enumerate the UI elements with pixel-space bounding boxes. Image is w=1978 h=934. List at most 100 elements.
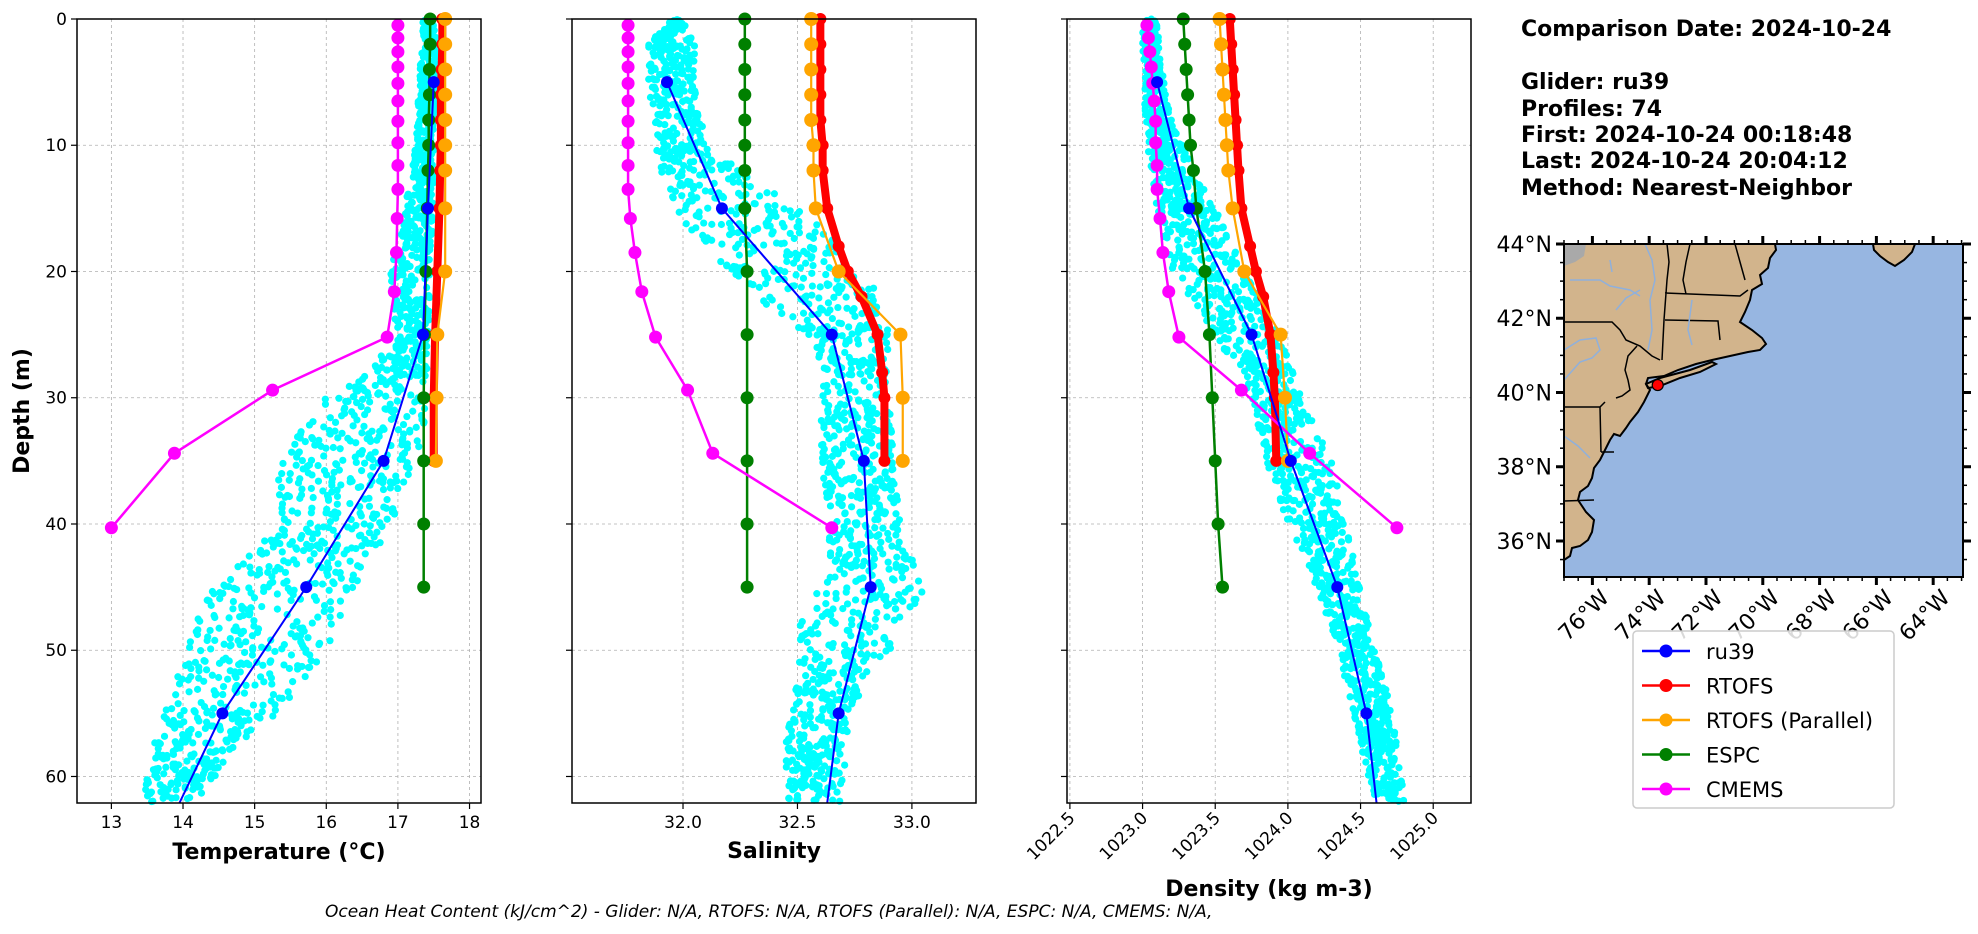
legend-marker: [1659, 679, 1673, 692]
glider-scatter-point: [763, 189, 771, 197]
glider-scatter-point: [412, 423, 420, 431]
glider-scatter-point: [1252, 381, 1260, 389]
glider-scatter-point: [760, 297, 768, 305]
glider-scatter-point: [201, 657, 209, 665]
glider-scatter-point: [785, 747, 793, 755]
glider-scatter-point: [180, 775, 188, 783]
glider-scatter-point: [659, 38, 667, 46]
glider-scatter-point: [1387, 743, 1395, 751]
glider-scatter-point: [285, 664, 293, 673]
glider-scatter-point: [883, 613, 891, 621]
glider-scatter-point: [406, 428, 414, 436]
glider-scatter-point: [1171, 174, 1179, 182]
glider-scatter-point: [869, 356, 877, 364]
series-marker-rtofs-parallel: [1273, 327, 1288, 342]
series-marker-rtofs: [832, 240, 845, 253]
glider-scatter-point: [806, 707, 815, 715]
glider-scatter-point: [854, 550, 862, 558]
series-marker-cmems: [621, 60, 635, 74]
glider-scatter-point: [176, 711, 184, 719]
series-marker-ru39: [825, 328, 838, 341]
glider-scatter-point: [900, 554, 908, 562]
series-marker-rtofs-parallel: [895, 390, 910, 405]
glider-scatter-point: [685, 180, 693, 189]
glider-scatter-point: [224, 675, 232, 683]
glider-scatter-point: [198, 775, 206, 783]
glider-scatter-point: [1216, 251, 1224, 259]
map-lat-tick-label: 40°N: [1497, 381, 1552, 406]
glider-scatter-point: [394, 484, 402, 493]
glider-scatter-point: [360, 520, 368, 528]
glider-scatter-point: [396, 333, 404, 341]
glider-scatter-point: [822, 589, 831, 598]
glider-scatter-point: [1262, 438, 1270, 446]
glider-scatter-point: [365, 502, 374, 510]
glider-scatter-point: [1263, 424, 1271, 432]
glider-scatter-point: [346, 437, 354, 445]
glider-scatter-point: [1282, 351, 1290, 359]
glider-scatter-point: [762, 280, 770, 288]
x-tick-label: 18: [459, 813, 481, 833]
glider-scatter-point: [817, 416, 825, 425]
glider-scatter-point: [655, 70, 664, 79]
glider-scatter-point: [320, 539, 329, 547]
glider-scatter-point: [645, 75, 653, 83]
glider-scatter-point: [393, 397, 401, 405]
glider-scatter-point: [393, 317, 402, 325]
glider-scatter-point: [1386, 773, 1395, 781]
axes-frame: [571, 18, 977, 804]
glider-scatter-point: [806, 713, 814, 721]
glider-scatter-point: [212, 756, 220, 764]
glider-scatter-point: [822, 453, 830, 461]
glider-scatter-point: [782, 757, 790, 765]
series-marker-espc: [423, 37, 437, 51]
glider-scatter-point: [874, 515, 882, 524]
glider-scatter-point: [269, 712, 277, 720]
glider-scatter-point: [342, 584, 350, 592]
legend-marker: [1659, 644, 1673, 658]
glider-scatter-point: [1299, 524, 1308, 533]
glider-scatter-point: [689, 67, 697, 75]
glider-scatter-point: [776, 303, 785, 311]
y-tick-label: 30: [45, 389, 67, 409]
glider-scatter-point: [813, 619, 821, 627]
glider-scatter-point: [884, 558, 892, 566]
glider-scatter-point: [890, 616, 898, 624]
glider-scatter-point: [908, 556, 916, 564]
glider-scatter-point: [310, 550, 318, 558]
glider-scatter-point: [833, 556, 841, 564]
glider-scatter-point: [1236, 361, 1245, 369]
glider-scatter-point: [693, 194, 701, 202]
glider-scatter-point: [807, 688, 815, 696]
glider-scatter-point: [333, 492, 342, 501]
glider-scatter-point: [331, 418, 340, 427]
glider-scatter-point: [881, 468, 889, 476]
glider-scatter-point: [258, 643, 266, 651]
glider-scatter-point: [1158, 202, 1166, 211]
series-marker-rtofs-parallel: [1215, 62, 1230, 77]
glider-scatter-point: [783, 248, 791, 256]
glider-scatter-point: [356, 502, 364, 511]
glider-scatter-point: [302, 540, 311, 548]
glider-scatter-point: [841, 761, 849, 769]
glider-scatter-point: [1322, 571, 1330, 579]
glider-scatter-point: [1305, 493, 1313, 501]
glider-scatter-point: [843, 584, 851, 592]
glider-scatter-point: [304, 634, 312, 642]
glider-scatter-point: [1146, 128, 1154, 136]
glider-scatter-point: [817, 677, 825, 685]
glider-scatter-point: [358, 429, 366, 437]
glider-scatter-point: [266, 658, 274, 666]
glider-scatter-point: [279, 459, 287, 468]
glider-scatter-point: [1385, 790, 1393, 798]
glider-scatter-point: [886, 494, 895, 502]
glider-scatter-point: [677, 179, 685, 187]
glider-scatter-point: [280, 531, 289, 539]
glider-scatter-point: [851, 519, 859, 527]
glider-scatter-point: [1330, 528, 1338, 536]
y-tick-label: 10: [45, 136, 67, 156]
series-marker-cmems: [621, 31, 635, 45]
glider-scatter-point: [658, 30, 666, 38]
glider-scatter-point: [826, 534, 834, 542]
